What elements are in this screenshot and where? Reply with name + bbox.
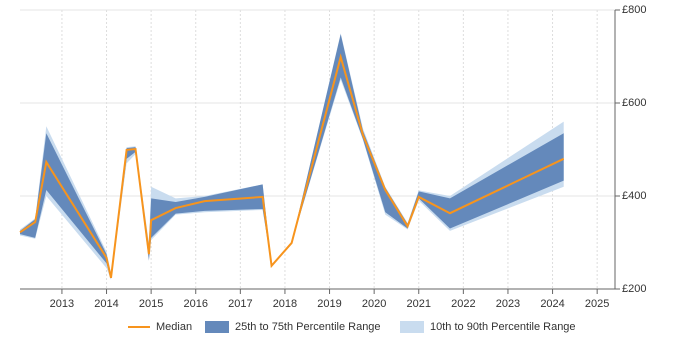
- x-tick-label: 2014: [94, 298, 118, 310]
- x-tick-label: 2022: [451, 298, 475, 310]
- y-tick-label: £200: [622, 283, 646, 295]
- x-tick-label: 2019: [317, 298, 341, 310]
- legend-label: 25th to 75th Percentile Range: [235, 321, 381, 333]
- y-tick-label: £400: [622, 190, 646, 202]
- x-tick-label: 2021: [407, 298, 431, 310]
- y-tick-label: £800: [622, 4, 646, 16]
- x-tick-label: 2020: [362, 298, 386, 310]
- y-tick-label: £600: [622, 97, 646, 109]
- legend-label: Median: [156, 321, 192, 333]
- legend-swatch: [400, 321, 424, 333]
- x-tick-label: 2018: [273, 298, 297, 310]
- x-tick-label: 2024: [540, 298, 564, 310]
- legend-swatch: [205, 321, 229, 333]
- x-tick-label: 2025: [585, 298, 609, 310]
- legend-label: 10th to 90th Percentile Range: [430, 321, 576, 333]
- x-tick-label: 2015: [139, 298, 163, 310]
- x-tick-label: 2013: [50, 298, 74, 310]
- x-tick-label: 2023: [496, 298, 520, 310]
- median-line: [19, 53, 565, 279]
- x-tick-label: 2017: [228, 298, 252, 310]
- x-tick-label: 2016: [183, 298, 207, 310]
